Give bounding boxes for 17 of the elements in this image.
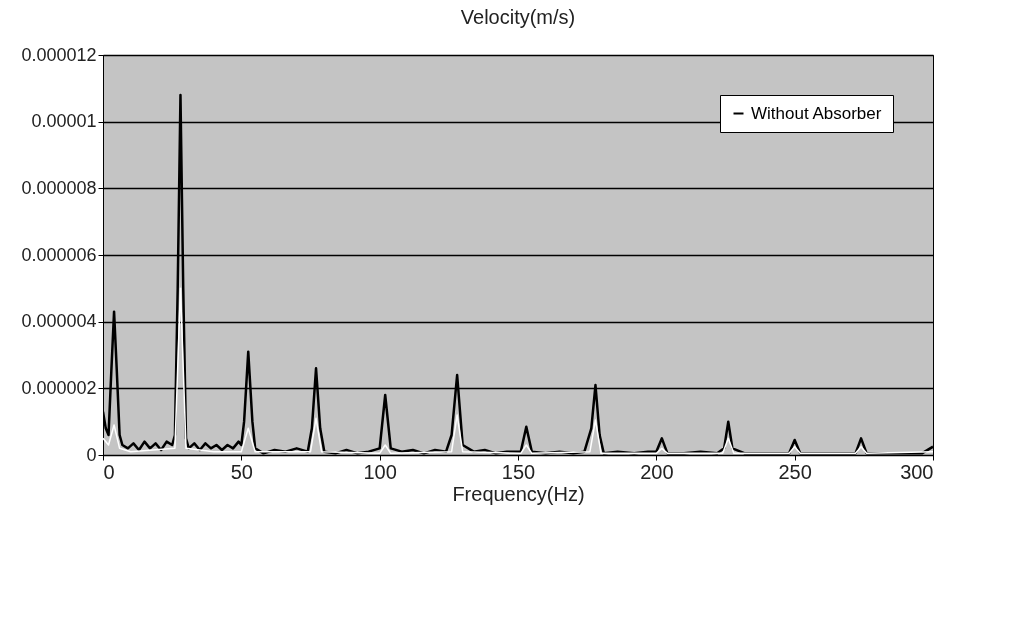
x-tick-label: 250	[778, 460, 812, 483]
x-tick-label: 200	[640, 460, 674, 483]
x-tick-label: 300	[900, 460, 934, 483]
y-tick-label: 0.000012	[21, 44, 97, 65]
y-tick-label: 0.000006	[21, 244, 97, 265]
x-tick-label: 50	[230, 460, 253, 483]
chart-title: Velocity(m/s)	[460, 6, 576, 28]
y-tick-label: 0.000002	[21, 377, 97, 398]
x-axis-title: Frequency(Hz)	[452, 482, 585, 505]
y-tick-label: 0.000008	[21, 177, 97, 198]
legend-label: Without Absorber	[751, 103, 882, 123]
y-tick-label: 0.00001	[31, 111, 97, 132]
y-tick-label: 0	[86, 444, 97, 465]
x-tick-label: 100	[363, 460, 397, 483]
y-tick-label: 0.000004	[21, 311, 97, 332]
x-tick-label: 150	[501, 460, 536, 483]
x-tick-label: 0	[103, 460, 115, 483]
